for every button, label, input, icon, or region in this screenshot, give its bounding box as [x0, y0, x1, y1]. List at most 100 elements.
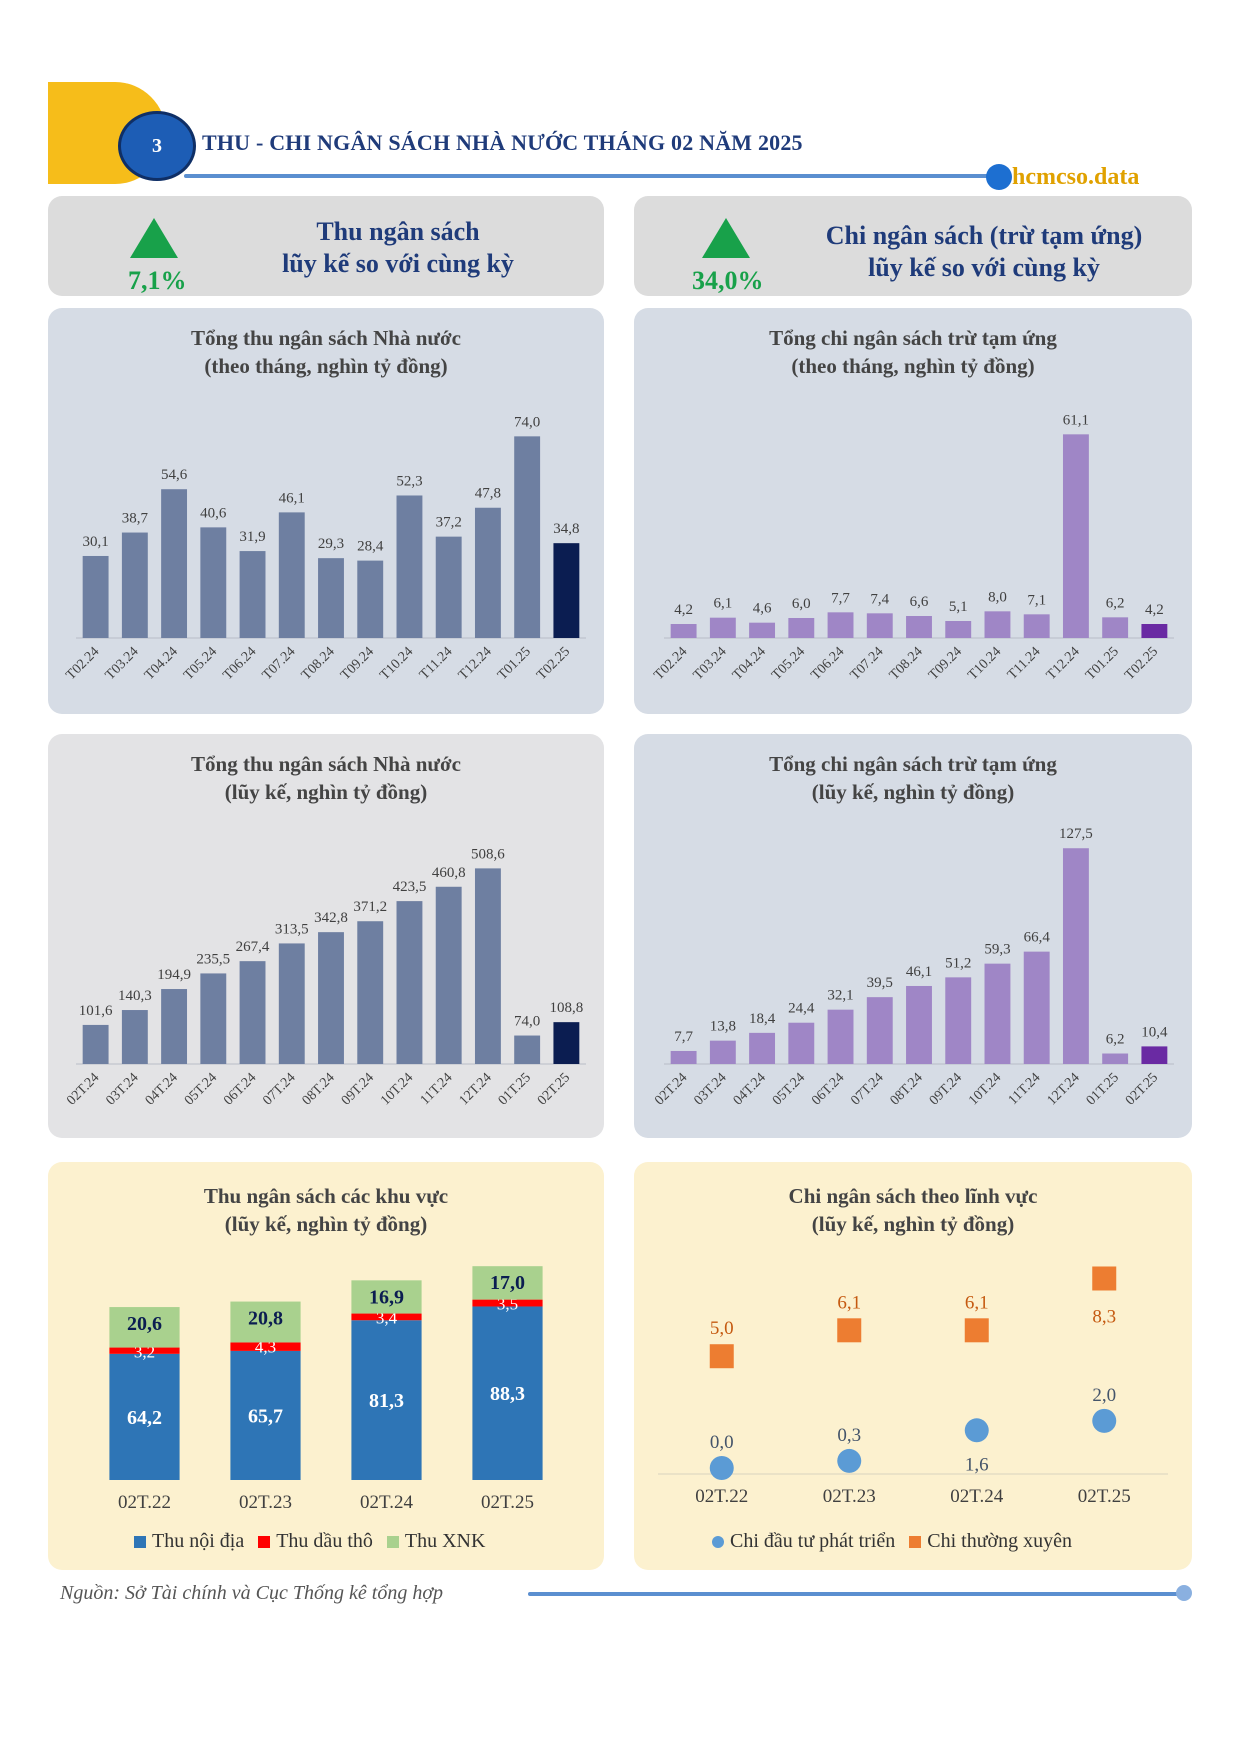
data-label: 32,1 — [827, 988, 853, 1004]
tick-label: 02T.25 — [481, 1492, 534, 1513]
legend-item: Thu XNK — [386, 1530, 485, 1553]
data-label: 64,2 — [127, 1407, 162, 1429]
chart-title-line1: Tổng chi ngân sách trừ tạm ứng — [769, 326, 1057, 350]
cumulative-revenue-card: Tổng thu ngân sách Nhà nước (lũy kế, ngh… — [48, 734, 604, 1138]
kpi-spending-title-line1: Chi ngân sách (trừ tạm ứng) — [825, 221, 1143, 250]
data-label: 6,1 — [837, 1292, 861, 1313]
tick-label: 02T.23 — [823, 1486, 876, 1507]
tick-label: T10.24 — [965, 644, 1004, 683]
bar — [121, 1010, 148, 1064]
data-label: 74,0 — [514, 1014, 540, 1030]
tick-label: 02T.24 — [652, 1070, 690, 1108]
legend-item: Thu dầu thô — [258, 1530, 373, 1553]
chart-title-line1: Chi ngân sách theo lĩnh vực — [788, 1184, 1038, 1208]
legend-label: Chi đầu tư phát triển — [730, 1530, 896, 1552]
tick-label: T02.25 — [534, 644, 573, 683]
bar — [1141, 1046, 1168, 1064]
tick-label: 02T.24 — [360, 1492, 413, 1513]
tick-label: T12.24 — [456, 644, 495, 683]
investment-point — [1092, 1408, 1117, 1433]
investment-point — [709, 1456, 734, 1480]
tick-label: 08T.24 — [888, 1070, 926, 1108]
tick-label: 10T.24 — [966, 1070, 1004, 1108]
tick-label: 09T.24 — [339, 1070, 377, 1108]
cumulative-revenue-chart: 101,6 02T.24 140,3 03T.24 194,9 04T.24 235,5 05… — [64, 846, 586, 1108]
spending-by-field-chart: 02T.22 0,0 5,0 02T.23 0,3 6,1 02T.24 1,6 6,1 02T.… — [658, 1266, 1168, 1507]
bar — [553, 543, 580, 638]
kpi-spending-card: 34,0% Chi ngân sách (trừ tạm ứng) lũy kế… — [634, 196, 1192, 296]
bar — [1102, 1053, 1129, 1064]
bar — [1062, 434, 1089, 638]
tick-label: 07T.24 — [260, 1070, 298, 1108]
legend-label: Thu dầu thô — [276, 1530, 373, 1552]
tick-label: 02T.25 — [1123, 1070, 1161, 1108]
data-label: 39,5 — [867, 975, 893, 991]
bar — [278, 512, 305, 638]
kpi-revenue-title: Thu ngân sách lũy kế so với cùng kỳ — [258, 216, 538, 280]
page-title: THU - CHI NGÂN SÁCH NHÀ NƯỚC THÁNG 02 NĂ… — [202, 130, 803, 155]
bar — [396, 495, 423, 638]
data-label: 88,3 — [490, 1383, 525, 1405]
tick-label: T01.25 — [495, 644, 534, 683]
data-label: 10,4 — [1141, 1024, 1168, 1040]
tick-label: 01T.25 — [496, 1070, 534, 1108]
bar — [670, 624, 697, 638]
footer-divider — [528, 1592, 1184, 1596]
data-label: 65,7 — [248, 1405, 283, 1427]
chart-title-line2: (theo tháng, nghìn tỷ đồng) — [791, 354, 1035, 378]
legend-swatch — [712, 1535, 724, 1548]
chart-title-line1: Tổng chi ngân sách trừ tạm ứng — [769, 752, 1057, 776]
data-label: 460,8 — [432, 865, 466, 881]
bar — [200, 527, 227, 638]
bar — [514, 1035, 541, 1064]
revenue-by-sector-chart: 64,23,220,602T.2265,74,320,802T.2381,33,… — [109, 1266, 543, 1513]
tick-label: 02T.25 — [535, 1070, 573, 1108]
data-label: 5,1 — [949, 599, 968, 615]
tick-label: T06.24 — [220, 644, 259, 683]
bar — [161, 989, 188, 1064]
tick-label: T03.24 — [691, 644, 730, 683]
tick-label: 02T.24 — [950, 1486, 1003, 1507]
bar — [121, 532, 148, 638]
legend-swatch — [909, 1535, 922, 1548]
tick-label: 06T.24 — [809, 1070, 847, 1108]
data-label: 8,3 — [1092, 1306, 1116, 1327]
tick-label: 04T.24 — [731, 1070, 769, 1108]
bar — [239, 551, 266, 638]
stacked-bar-segment — [109, 1307, 180, 1348]
tick-label: T05.24 — [181, 644, 220, 683]
data-label: 4,2 — [1145, 602, 1164, 618]
chart-title-line1: Tổng thu ngân sách Nhà nước — [191, 326, 461, 350]
bar — [1062, 848, 1089, 1064]
tick-label: T11.24 — [1005, 644, 1044, 683]
bar — [1141, 624, 1168, 638]
bar — [827, 1009, 854, 1064]
bar — [357, 921, 384, 1064]
tick-label: 12T.24 — [457, 1070, 495, 1108]
data-label: 6,1 — [713, 596, 732, 612]
data-label: 17,0 — [490, 1272, 525, 1294]
data-label: 5,0 — [710, 1318, 734, 1339]
stacked-bar-segment — [351, 1313, 422, 1321]
tick-label: 02T.23 — [239, 1492, 292, 1513]
chart-title-line1: Thu ngân sách các khu vực — [203, 1184, 449, 1208]
brand-dot-icon — [986, 164, 1012, 190]
data-label: 38,7 — [122, 511, 149, 527]
bar — [318, 932, 344, 1064]
data-label: 101,6 — [79, 1003, 113, 1019]
bar — [984, 611, 1011, 638]
tick-label: T09.24 — [926, 644, 965, 683]
bar — [749, 1032, 776, 1064]
data-label: 61,1 — [1063, 412, 1089, 428]
chart-title: Tổng chi ngân sách trừ tạm ứng (theo thá… — [634, 324, 1192, 380]
bar — [1023, 951, 1050, 1064]
tick-label: 03T.24 — [691, 1070, 729, 1108]
bar — [866, 613, 893, 638]
chart-title: Tổng chi ngân sách trừ tạm ứng (lũy kế, … — [634, 750, 1192, 806]
stacked-bar-segment — [230, 1350, 301, 1480]
revenue-by-sector-card: Thu ngân sách các khu vực (lũy kế, nghìn… — [48, 1162, 604, 1570]
bar — [788, 618, 815, 638]
stacked-bar-segment — [109, 1347, 180, 1354]
kpi-spending-title: Chi ngân sách (trừ tạm ứng) lũy kế so vớ… — [794, 220, 1174, 284]
data-label: 6,2 — [1106, 595, 1125, 611]
